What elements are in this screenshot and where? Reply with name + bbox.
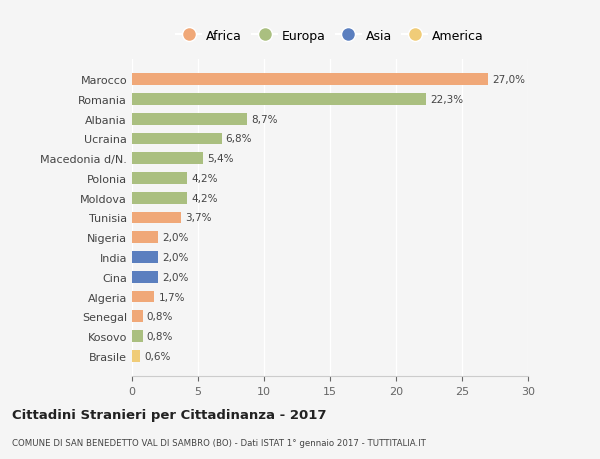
Bar bbox=[132, 74, 488, 86]
Text: COMUNE DI SAN BENEDETTO VAL DI SAMBRO (BO) - Dati ISTAT 1° gennaio 2017 - TUTTIT: COMUNE DI SAN BENEDETTO VAL DI SAMBRO (B… bbox=[12, 438, 426, 447]
Bar bbox=[132, 291, 154, 303]
Bar bbox=[132, 350, 140, 362]
Bar bbox=[132, 94, 427, 106]
Bar bbox=[132, 252, 158, 263]
Bar bbox=[132, 330, 143, 342]
Text: 0,6%: 0,6% bbox=[144, 351, 170, 361]
Legend: Africa, Europa, Asia, America: Africa, Europa, Asia, America bbox=[171, 25, 489, 48]
Text: 3,7%: 3,7% bbox=[185, 213, 211, 223]
Text: 0,8%: 0,8% bbox=[146, 312, 173, 322]
Text: 0,8%: 0,8% bbox=[146, 331, 173, 341]
Text: 8,7%: 8,7% bbox=[251, 114, 277, 124]
Bar bbox=[132, 153, 203, 165]
Bar bbox=[132, 271, 158, 283]
Text: 4,2%: 4,2% bbox=[191, 193, 218, 203]
Bar bbox=[132, 212, 181, 224]
Bar bbox=[132, 113, 247, 125]
Text: 2,0%: 2,0% bbox=[163, 233, 189, 243]
Text: 22,3%: 22,3% bbox=[430, 95, 463, 105]
Bar bbox=[132, 192, 187, 204]
Text: 5,4%: 5,4% bbox=[207, 154, 234, 164]
Text: 27,0%: 27,0% bbox=[493, 75, 526, 85]
Text: 4,2%: 4,2% bbox=[191, 174, 218, 184]
Bar bbox=[132, 232, 158, 244]
Bar bbox=[132, 133, 222, 145]
Text: 2,0%: 2,0% bbox=[163, 252, 189, 263]
Text: 1,7%: 1,7% bbox=[158, 292, 185, 302]
Text: 6,8%: 6,8% bbox=[226, 134, 252, 144]
Text: Cittadini Stranieri per Cittadinanza - 2017: Cittadini Stranieri per Cittadinanza - 2… bbox=[12, 408, 326, 421]
Text: 2,0%: 2,0% bbox=[163, 272, 189, 282]
Bar bbox=[132, 311, 143, 323]
Bar bbox=[132, 173, 187, 185]
